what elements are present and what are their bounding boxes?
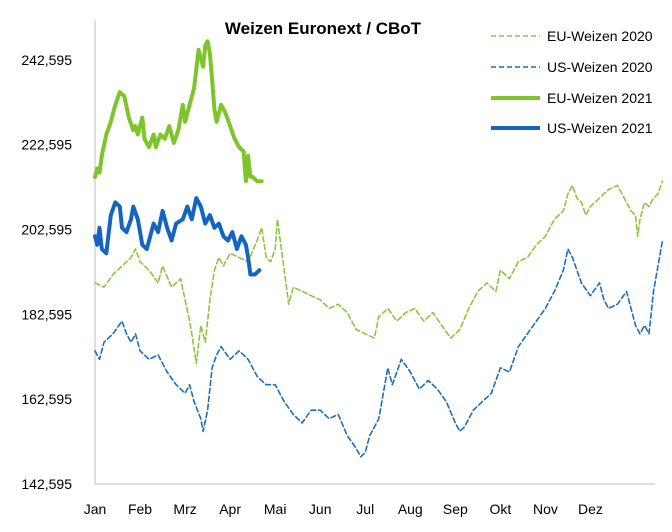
legend: EU-Weizen 2020 US-Weizen 2020 EU-Weizen 20… (491, 28, 653, 136)
legend-label: EU-Weizen 2021 (547, 90, 653, 106)
x-tick-label: Jan (84, 501, 107, 517)
x-tick-label: Mrz (173, 501, 196, 517)
x-tick-label: Mai (264, 501, 287, 517)
y-tick-label: 162,595 (21, 391, 72, 407)
x-tick-label: Feb (128, 501, 152, 517)
y-tick-label: 182,595 (21, 306, 72, 322)
x-tick-label: Dez (578, 501, 603, 517)
x-tick-label: Nov (533, 501, 558, 517)
series-layer (93, 39, 664, 458)
x-tick-label: Aug (398, 501, 423, 517)
chart-title: Weizen Euronext / CBoT (225, 19, 422, 38)
axes (94, 20, 655, 485)
y-tick-label: 242,595 (21, 52, 72, 68)
x-tick-label: Sep (443, 501, 468, 517)
x-tick-label: Jun (309, 501, 332, 517)
series-line-eu-weizen-2020 (94, 180, 664, 365)
x-tick-label: Okt (489, 501, 511, 517)
series-line-us-weizen-2020 (94, 239, 664, 458)
legend-label: US-Weizen 2020 (547, 59, 653, 75)
x-tick-label: Apr (219, 501, 241, 517)
x-tick-label: Jul (356, 501, 374, 517)
y-tick-label: 222,595 (21, 137, 72, 153)
series-line-us-weizen-2021 (93, 196, 262, 277)
y-tick-label: 142,595 (21, 476, 72, 492)
y-axis-ticks: 142,595 162,595 182,595 202,595 222,595 242,5… (21, 52, 72, 492)
legend-label: US-Weizen 2021 (547, 120, 653, 136)
y-tick-label: 202,595 (21, 222, 72, 238)
x-axis-ticks: Jan Feb Mrz Apr Mai Jun Jul Aug Sep Okt Nov Dez (84, 501, 603, 517)
series-line-eu-weizen-2021 (93, 39, 264, 184)
legend-label: EU-Weizen 2020 (547, 28, 653, 44)
